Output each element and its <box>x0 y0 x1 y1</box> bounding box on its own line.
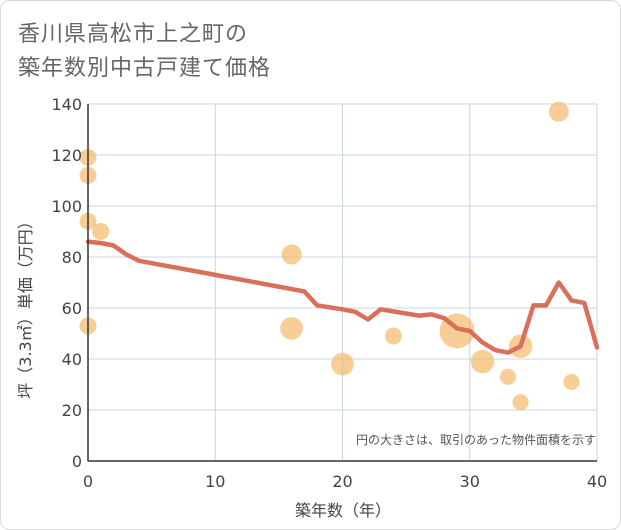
trend-line-series <box>85 239 600 355</box>
scatter-point <box>384 327 402 345</box>
y-tick-label: 80 <box>62 248 82 267</box>
x-tick-label: 0 <box>83 472 93 491</box>
scatter-point <box>548 101 569 122</box>
chart-title: 香川県高松市上之町の 築年数別中古戸建て価格 <box>18 18 271 86</box>
scatter-point <box>280 316 304 340</box>
scatter-point <box>512 394 529 411</box>
axes: 0 20 40 60 80 100 120 140 0 10 20 30 40 <box>51 95 607 491</box>
x-tick-label: 40 <box>587 472 607 491</box>
y-tick-label: 140 <box>51 95 82 114</box>
y-tick-label: 120 <box>51 146 82 165</box>
x-tick-label: 20 <box>332 472 352 491</box>
scatter-series <box>79 101 580 411</box>
x-tick-label: 30 <box>460 472 480 491</box>
y-tick-label: 60 <box>62 299 82 318</box>
x-tick-label: 10 <box>205 472 225 491</box>
y-tick-label: 100 <box>51 197 82 216</box>
size-legend-note: 円の大きさは、取引のあった物件面積を示す <box>356 432 596 447</box>
scatter-point <box>499 368 516 385</box>
y-tick-label: 20 <box>62 401 82 420</box>
chart-title-line-2: 築年数別中古戸建て価格 <box>18 56 272 81</box>
x-axis-label: 築年数（年） <box>295 501 391 520</box>
scatter-point <box>281 244 302 265</box>
y-axis-label: 坪（3.3㎡）単価（万円） <box>16 213 35 398</box>
scatter-point <box>331 352 354 376</box>
scatter-point <box>92 223 110 240</box>
y-tick-label: 40 <box>62 350 82 369</box>
chart-title-line-1: 香川県高松市上之町の <box>18 22 249 47</box>
scatter-point <box>563 373 580 391</box>
trend-line <box>85 239 600 355</box>
scatter-point <box>470 349 495 374</box>
y-tick-label: 0 <box>72 452 82 471</box>
